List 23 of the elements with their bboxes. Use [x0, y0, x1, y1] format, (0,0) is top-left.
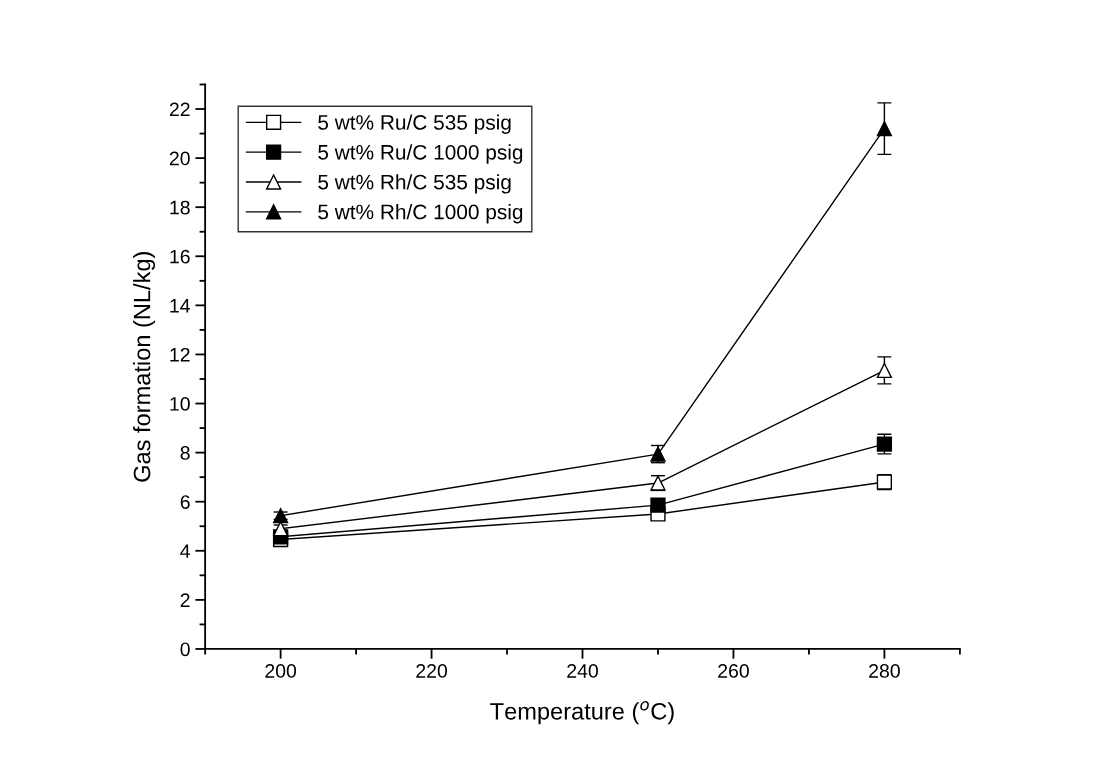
- y-tick-label: 4: [180, 544, 190, 558]
- y-tick-label: 20: [169, 151, 190, 166]
- y-tick-label: 16: [170, 249, 190, 264]
- x-tick-label: 260: [718, 664, 749, 678]
- x-tick-label: 280: [869, 664, 900, 678]
- y-tick-label: 2: [180, 593, 190, 607]
- x-axis-title: Temperature ($^{o}$C): [490, 701, 674, 725]
- legend-label: 5 wt% Ru/C 535 psig: [318, 114, 511, 134]
- legend-label: 5 wt% Rh/C 1000 psig: [318, 204, 523, 224]
- y-tick-label: 12: [170, 347, 190, 362]
- x-tick-label: 220: [416, 664, 448, 678]
- legend-label: 5 wt% Rh/C 535 psig: [318, 174, 511, 194]
- y-tick-label: 18: [170, 200, 190, 215]
- y-tick-label: 0: [180, 642, 190, 657]
- y-tick-label: 6: [180, 495, 190, 509]
- y-tick-label: 14: [170, 299, 190, 313]
- y-tick-label: 22: [169, 102, 190, 117]
- y-axis-title: Gas formation (NL/kg): [133, 252, 156, 482]
- y-tick-label: 10: [170, 397, 190, 411]
- x-tick-label: 240: [567, 664, 598, 678]
- y-tick-label: 8: [180, 446, 190, 460]
- legend-label: 5 wt% Ru/C 1000 psig: [318, 144, 523, 164]
- x-tick-label: 200: [265, 664, 297, 678]
